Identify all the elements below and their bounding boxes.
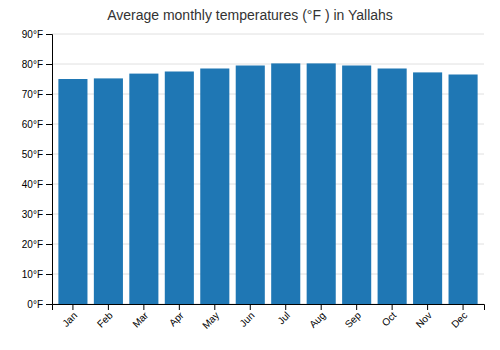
x-tick-mark bbox=[392, 304, 393, 310]
x-tick: Mar bbox=[130, 304, 150, 330]
x-tick-label: Feb bbox=[95, 309, 115, 329]
y-tick-mark bbox=[46, 304, 52, 305]
x-tick-mark bbox=[427, 304, 428, 310]
bar bbox=[165, 72, 194, 305]
y-tick-mark bbox=[46, 94, 52, 95]
grid bbox=[52, 34, 484, 304]
bar bbox=[413, 72, 442, 304]
bar bbox=[378, 69, 407, 305]
y-tick-mark bbox=[46, 274, 52, 275]
y-tick: 60°F bbox=[22, 119, 52, 130]
bar bbox=[307, 63, 336, 304]
y-tick: 50°F bbox=[22, 149, 52, 160]
x-tick-label: Dec bbox=[449, 310, 469, 330]
x-tick: May bbox=[200, 304, 221, 331]
x-tick-label: Aug bbox=[307, 310, 327, 330]
x-tick: Feb bbox=[95, 304, 115, 330]
x-tick-mark bbox=[285, 304, 286, 310]
x-tick-label: Apr bbox=[167, 309, 186, 328]
x-tick-label: May bbox=[200, 310, 221, 331]
grid-line bbox=[52, 64, 484, 65]
x-tick-label: Jan bbox=[60, 310, 79, 329]
x-tick: Aug bbox=[307, 304, 327, 330]
y-tick-label: 20°F bbox=[22, 239, 43, 250]
x-tick-mark bbox=[321, 304, 322, 310]
bars bbox=[58, 63, 477, 304]
y-tick: 90°F bbox=[22, 29, 52, 40]
x-tick-mark bbox=[214, 304, 215, 310]
y-tick-mark bbox=[46, 124, 52, 125]
y-tick-label: 0°F bbox=[27, 299, 43, 310]
bar bbox=[58, 79, 87, 304]
y-tick-label: 90°F bbox=[22, 29, 43, 40]
y-axis: 0°F 10°F 20°F 30°F 40°F 50°F 60°F 70°F 80°F 90°F bbox=[22, 29, 53, 310]
title: Average monthly temperatures (°F ) in Ya… bbox=[107, 7, 393, 23]
x-tick: Nov bbox=[414, 304, 434, 330]
x-tick-label: Jun bbox=[237, 310, 256, 329]
x-tick-label: Oct bbox=[380, 310, 399, 329]
y-tick: 80°F bbox=[22, 59, 52, 70]
x-tick-label: Sep bbox=[343, 309, 364, 330]
y-tick: 40°F bbox=[22, 179, 52, 190]
y-tick: 0°F bbox=[27, 299, 52, 310]
y-tick-label: 60°F bbox=[22, 119, 43, 130]
grid-line bbox=[52, 34, 484, 35]
y-tick: 10°F bbox=[22, 269, 52, 280]
y-tick: 70°F bbox=[22, 89, 52, 100]
x-tick-mark bbox=[108, 304, 109, 310]
bar bbox=[236, 66, 265, 305]
x-tick: Jan bbox=[60, 304, 79, 329]
y-tick-label: 10°F bbox=[22, 269, 43, 280]
y-tick-label: 70°F bbox=[22, 89, 43, 100]
x-tick: Oct bbox=[380, 304, 399, 328]
x-tick: Jun bbox=[237, 304, 256, 329]
x-tick-mark bbox=[72, 304, 73, 310]
y-tick: 20°F bbox=[22, 239, 52, 250]
y-tick-label: 80°F bbox=[22, 59, 43, 70]
x-tick: Apr bbox=[167, 304, 186, 328]
x-axis: Jan Feb Mar Apr May Jun Jul Aug Sep Oct Nov Dec bbox=[53, 304, 485, 331]
x-tick-mark bbox=[143, 304, 144, 310]
bar bbox=[342, 66, 371, 305]
y-tick-mark bbox=[46, 64, 52, 65]
bar bbox=[200, 69, 229, 305]
x-tick: Sep bbox=[343, 304, 364, 330]
x-tick: Jul bbox=[275, 304, 292, 326]
x-tick-mark bbox=[250, 304, 251, 310]
plot: 0°F 10°F 20°F 30°F 40°F 50°F 60°F 70°F 80°F 90°F J… bbox=[22, 29, 485, 331]
y-tick: 30°F bbox=[22, 209, 52, 220]
y-axis-line bbox=[46, 35, 53, 305]
x-tick-mark bbox=[463, 304, 464, 310]
y-tick-label: 50°F bbox=[22, 149, 43, 160]
y-tick-mark bbox=[46, 184, 52, 185]
y-tick-mark bbox=[46, 214, 52, 215]
bar bbox=[94, 78, 123, 304]
x-tick-label: Mar bbox=[130, 309, 150, 329]
y-tick-mark bbox=[46, 154, 52, 155]
x-tick-label: Jul bbox=[275, 310, 292, 327]
bar bbox=[129, 74, 158, 304]
bar bbox=[271, 63, 300, 304]
x-tick: Dec bbox=[449, 304, 469, 330]
y-tick-label: 30°F bbox=[22, 209, 43, 220]
y-tick-label: 40°F bbox=[22, 179, 43, 190]
x-axis-line bbox=[53, 305, 485, 311]
bar bbox=[449, 75, 478, 305]
x-tick-mark bbox=[179, 304, 180, 310]
x-tick-mark bbox=[356, 304, 357, 310]
chart: 0°F 10°F 20°F 30°F 40°F 50°F 60°F 70°F 80°F 90°F J… bbox=[0, 0, 500, 350]
y-tick-mark bbox=[46, 34, 52, 35]
x-tick-label: Nov bbox=[414, 310, 434, 330]
y-tick-mark bbox=[46, 244, 52, 245]
